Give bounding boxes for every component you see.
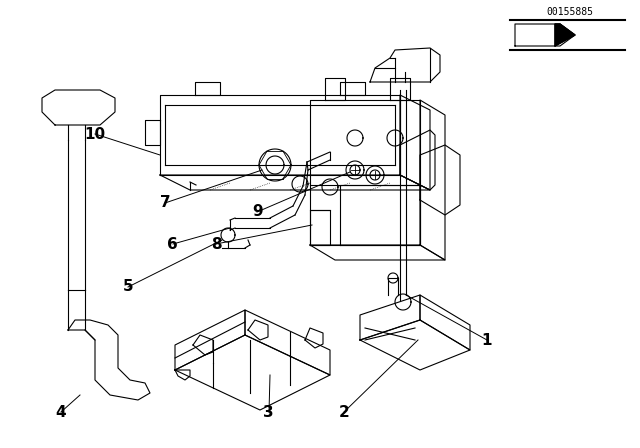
- Text: 7: 7: [160, 195, 170, 211]
- Text: 9: 9: [252, 204, 262, 220]
- Polygon shape: [515, 24, 575, 46]
- Polygon shape: [346, 161, 364, 179]
- Text: 2: 2: [339, 405, 349, 420]
- Text: 1: 1: [481, 333, 492, 348]
- Text: 00155885: 00155885: [547, 7, 593, 17]
- Polygon shape: [555, 24, 575, 46]
- Polygon shape: [259, 149, 291, 181]
- Text: 3: 3: [264, 405, 274, 420]
- Text: 5: 5: [123, 279, 133, 294]
- Text: 6: 6: [168, 237, 178, 252]
- Text: 8: 8: [211, 237, 221, 252]
- Polygon shape: [366, 166, 384, 184]
- Text: 10: 10: [84, 127, 106, 142]
- Text: 4: 4: [56, 405, 66, 420]
